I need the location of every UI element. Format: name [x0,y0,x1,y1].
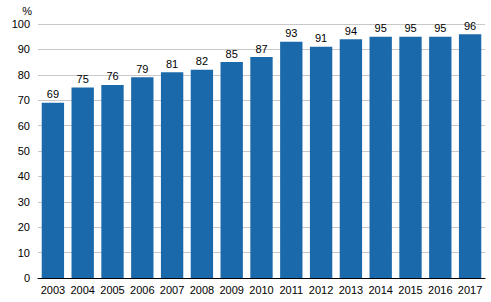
svg-text:100: 100 [12,18,30,30]
svg-text:93: 93 [285,27,297,39]
svg-text:30: 30 [18,196,30,208]
svg-text:20: 20 [18,221,30,233]
svg-text:80: 80 [18,69,30,81]
svg-text:2007: 2007 [160,284,184,296]
svg-text:90: 90 [18,43,30,55]
svg-text:94: 94 [345,25,357,37]
svg-text:75: 75 [77,73,89,85]
svg-text:79: 79 [136,63,148,75]
svg-text:70: 70 [18,94,30,106]
svg-text:2008: 2008 [190,284,214,296]
svg-text:2015: 2015 [398,284,422,296]
svg-text:0: 0 [24,272,30,284]
svg-text:95: 95 [375,22,387,34]
svg-text:%: % [22,5,32,17]
svg-text:2003: 2003 [41,284,65,296]
svg-text:40: 40 [18,170,30,182]
svg-text:87: 87 [255,43,267,55]
svg-text:50: 50 [18,145,30,157]
svg-text:2013: 2013 [339,284,363,296]
svg-text:2016: 2016 [428,284,452,296]
svg-text:95: 95 [434,22,446,34]
svg-text:60: 60 [18,120,30,132]
svg-text:2010: 2010 [249,284,273,296]
svg-text:2004: 2004 [70,284,94,296]
svg-text:81: 81 [166,58,178,70]
svg-text:95: 95 [404,22,416,34]
svg-text:2014: 2014 [368,284,392,296]
svg-text:82: 82 [196,55,208,67]
svg-text:85: 85 [226,48,238,60]
svg-text:2011: 2011 [279,284,303,296]
svg-text:2012: 2012 [309,284,333,296]
svg-text:2017: 2017 [458,284,482,296]
svg-text:2006: 2006 [130,284,154,296]
svg-text:69: 69 [47,88,59,100]
svg-text:2005: 2005 [100,284,124,296]
svg-text:10: 10 [18,247,30,259]
svg-text:96: 96 [464,20,476,32]
svg-text:76: 76 [106,70,118,82]
svg-text:2009: 2009 [219,284,243,296]
svg-text:91: 91 [315,32,327,44]
